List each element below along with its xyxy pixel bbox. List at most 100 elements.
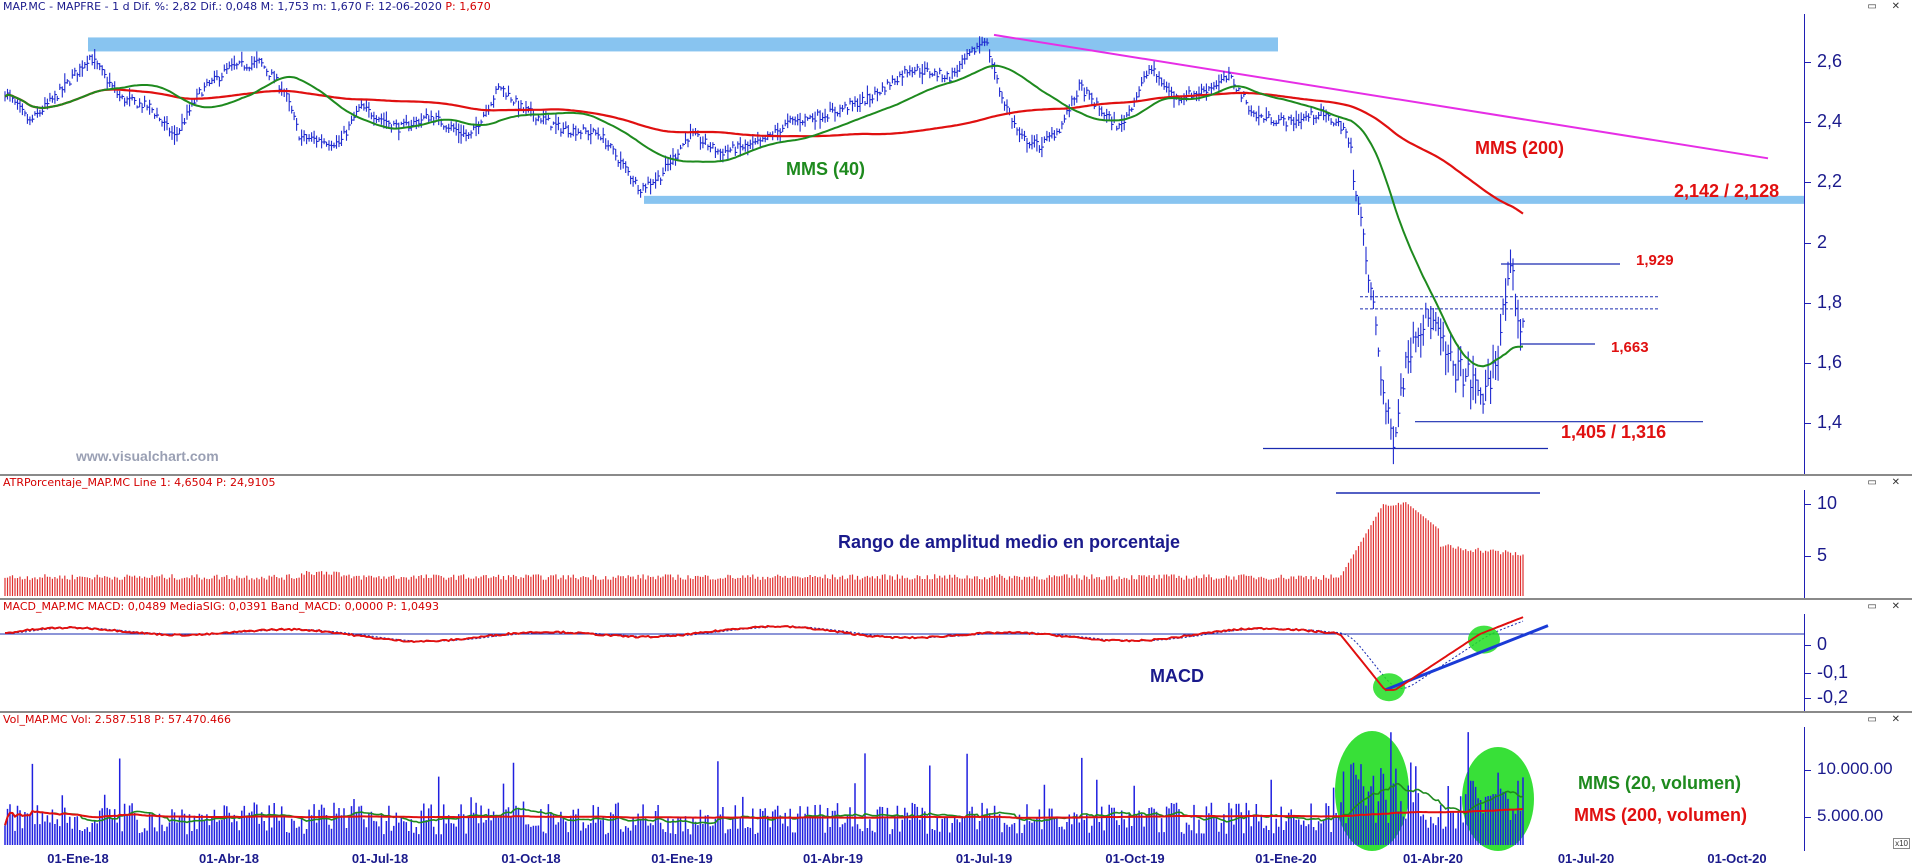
header-field: MAP.MC - MAPFRE - bbox=[3, 0, 113, 13]
vol-mms20-label: MMS (20, volumen) bbox=[1578, 773, 1742, 793]
atr-bars bbox=[4, 502, 1524, 596]
y-tick-mark bbox=[1805, 645, 1811, 646]
x-tick-label: 01-Jul-20 bbox=[1557, 851, 1615, 866]
header-field: 1,670 bbox=[459, 0, 491, 13]
resistance-zone-top bbox=[88, 37, 1278, 52]
support-label: 1,405 / 1,316 bbox=[1561, 422, 1667, 442]
watermark: www.visualchart.com bbox=[76, 448, 219, 464]
x-tick-label: 01-Oct-20 bbox=[1707, 851, 1767, 866]
x-tick-label: 01-Jul-19 bbox=[955, 851, 1013, 866]
header-field: Dif.: bbox=[196, 0, 226, 13]
mms40-label: MMS (40) bbox=[786, 159, 866, 179]
x-axis: 01-Ene-18 01-Abr-18 01-Jul-18 01-Oct-18 01-E… bbox=[0, 851, 1912, 867]
macd-line bbox=[4, 616, 1524, 691]
header-field: m: bbox=[308, 0, 331, 13]
mms40-line bbox=[4, 64, 1524, 368]
vol-mms200-label: MMS (200, volumen) bbox=[1574, 805, 1748, 825]
y-tick-label: -0,2 bbox=[1817, 687, 1849, 707]
price-bars bbox=[4, 36, 1525, 465]
header-field: 12-06-2020 bbox=[377, 0, 442, 13]
header-field: M: bbox=[257, 0, 278, 13]
y-tick-mark bbox=[1805, 770, 1811, 771]
macd-panel: MACD_MAP.MC MACD: 0,0489 MediaSIG: 0,039… bbox=[0, 600, 1912, 711]
separator[interactable] bbox=[0, 598, 1912, 600]
header-field: 1,670 bbox=[330, 0, 362, 13]
y-tick-mark bbox=[1805, 556, 1811, 557]
price-chart bbox=[4, 33, 1804, 465]
y-tick-mark bbox=[1805, 122, 1811, 124]
y-tick-label: 10.000.00 bbox=[1817, 759, 1893, 778]
y-tick-label: 0 bbox=[1817, 634, 1828, 654]
header-field: 1 d bbox=[112, 0, 130, 13]
x-tick-label: 01-Ene-20 bbox=[1255, 851, 1317, 866]
window-buttons[interactable]: ▭ ✕ bbox=[1867, 1, 1906, 12]
corner-tag: x10 bbox=[1893, 838, 1910, 849]
y-tick-mark bbox=[1805, 62, 1811, 63]
atr-label: Rango de amplitud medio en porcentaje bbox=[838, 532, 1181, 552]
header-field: 2,82 bbox=[172, 0, 197, 13]
y-tick-label: 10 bbox=[1817, 493, 1838, 513]
vol-mms20-line bbox=[4, 782, 1524, 826]
x-tick-label: 01-Abr-20 bbox=[1403, 851, 1463, 866]
y-tick-label: 2 bbox=[1817, 231, 1828, 252]
header-field: Dif. %: bbox=[129, 0, 173, 13]
atr-header: ATRPorcentaje_MAP.MC Line 1: 4,6504 P: 2… bbox=[3, 476, 276, 489]
y-tick-label: 2,6 bbox=[1817, 51, 1843, 71]
header-field: F: bbox=[361, 0, 378, 13]
x-tick-label: 01-Oct-19 bbox=[1105, 851, 1165, 866]
y-tick-mark bbox=[1805, 423, 1811, 425]
separator[interactable] bbox=[0, 474, 1912, 476]
y-tick-label: 5 bbox=[1817, 545, 1828, 565]
resistance-label: 2,142 / 2,128 bbox=[1674, 181, 1780, 201]
y-tick-label: -0,1 bbox=[1817, 662, 1849, 682]
volume-bars bbox=[4, 732, 1524, 845]
separator[interactable] bbox=[0, 711, 1912, 713]
macd-chart bbox=[0, 616, 1804, 702]
x-tick-label: 01-Ene-19 bbox=[651, 851, 713, 866]
macd-y-axis: 0 -0,1 -0,2 bbox=[1804, 614, 1912, 711]
y-tick-label: 5.000.00 bbox=[1817, 806, 1884, 825]
x-tick-label: 01-Ene-18 bbox=[47, 851, 109, 866]
level-high-label: 1,929 bbox=[1636, 252, 1674, 269]
window-buttons[interactable]: ▭ ✕ bbox=[1867, 714, 1906, 725]
mms200-line bbox=[4, 88, 1524, 215]
y-tick-mark bbox=[1805, 817, 1811, 818]
y-tick-label: 1,6 bbox=[1817, 352, 1843, 372]
level-mid-label: 1,663 bbox=[1611, 339, 1649, 356]
x-tick-label: 01-Oct-18 bbox=[501, 851, 561, 866]
vol-mms200-line bbox=[4, 808, 1524, 826]
window-buttons[interactable]: ▭ ✕ bbox=[1867, 601, 1906, 612]
price-panel: MAP.MC - MAPFRE - 1 d Dif. %: 2,82 Dif.:… bbox=[0, 0, 1906, 474]
atr-panel: ATRPorcentaje_MAP.MC Line 1: 4,6504 P: 2… bbox=[0, 476, 1912, 598]
y-tick-mark bbox=[1805, 242, 1811, 244]
x-tick-label: 01-Abr-19 bbox=[803, 851, 863, 866]
y-tick-mark bbox=[1805, 182, 1811, 184]
window-buttons[interactable]: ▭ ✕ bbox=[1867, 477, 1906, 488]
macd-label: MACD bbox=[1150, 666, 1204, 686]
volume-header: Vol_MAP.MC Vol: 2.587.518 P: 57.470.466 bbox=[3, 713, 232, 726]
x-tick-label: 01-Jul-18 bbox=[351, 851, 409, 866]
y-tick-mark bbox=[1805, 673, 1811, 674]
macd-header: MACD_MAP.MC MACD: 0,0489 MediaSIG: 0,039… bbox=[3, 600, 439, 613]
atr-chart bbox=[4, 492, 1540, 596]
atr-y-axis: 10 5 bbox=[1804, 490, 1912, 598]
y-tick-label: 1,4 bbox=[1817, 412, 1843, 433]
y-tick-mark bbox=[1805, 363, 1811, 364]
macd-line-top bbox=[4, 616, 1524, 691]
y-tick-mark bbox=[1805, 302, 1811, 304]
y-tick-label: 2,4 bbox=[1817, 111, 1843, 132]
y-tick-mark bbox=[1805, 698, 1811, 699]
header-field: 0,048 bbox=[225, 0, 258, 13]
y-tick-label: 2,2 bbox=[1817, 171, 1843, 192]
mms200-label: MMS (200) bbox=[1475, 138, 1565, 158]
trend-line bbox=[993, 33, 1769, 160]
y-tick-mark bbox=[1805, 504, 1811, 505]
y-tick-label: 1,8 bbox=[1817, 291, 1843, 312]
resistance-zone bbox=[644, 195, 1804, 204]
price-header: MAP.MC - MAPFRE - 1 d Dif. %: 2,82 Dif.:… bbox=[0, 0, 491, 14]
volume-y-axis: 10.000.00 5.000.00 bbox=[1804, 727, 1912, 851]
header-field: 1,753 bbox=[277, 0, 309, 13]
x-tick-label: 01-Abr-18 bbox=[199, 851, 259, 866]
volume-chart bbox=[4, 731, 1534, 851]
header-field: P: bbox=[441, 0, 460, 13]
